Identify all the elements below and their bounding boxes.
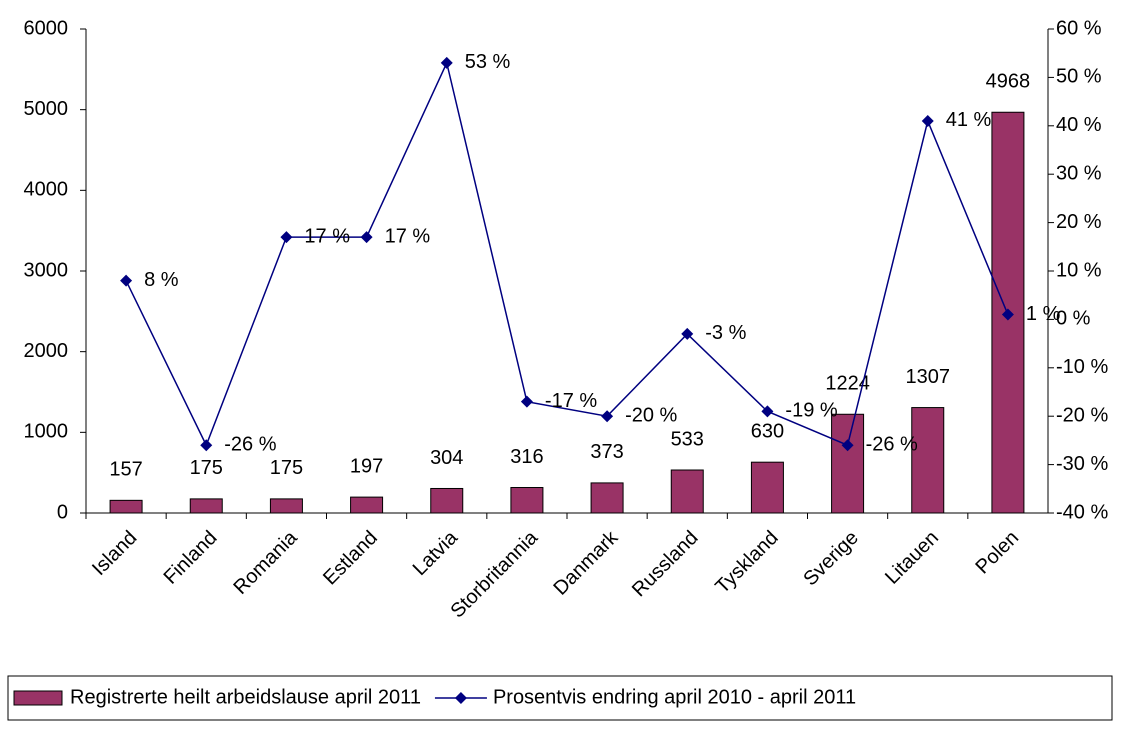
y2-tick-label: -30 % [1056,453,1108,475]
bar-value-label: 197 [350,455,383,477]
legend-box [7,675,1113,721]
line [125,60,1009,448]
bar-value-label: 316 [510,446,543,468]
line-value-label: 8 % [144,269,179,291]
line-value-label: -17 % [545,390,597,412]
bar [189,498,223,514]
line-marker [681,327,694,340]
bar [590,482,624,514]
y2-tick-label: 0 % [1056,308,1091,330]
bar-value-label: 630 [751,420,784,442]
y2-tick-label: -40 % [1056,501,1108,523]
bar [510,487,544,514]
line-value-label: -26 % [866,434,918,456]
line-value-label: -20 % [625,404,677,426]
x-tick-label: Estland [319,527,382,590]
x-tick-label: Danmark [549,526,623,600]
bar [109,499,143,514]
y2-tick-label: 30 % [1056,162,1102,184]
x-tick-label: Polen [971,527,1023,579]
bar [430,487,464,514]
bar [750,461,784,514]
bar [269,498,303,514]
legend-label: Prosentvis endring april 2010 - april 20… [493,686,856,708]
line-marker [921,114,934,127]
line-marker [601,410,614,423]
y-tick-label: 2000 [24,340,69,362]
line-value-label: -26 % [224,434,276,456]
line-value-label: -19 % [785,400,837,422]
bar-value-label: 304 [430,447,463,469]
bar [911,407,945,514]
bar-value-label: 175 [270,457,303,479]
y2-tick-label: 50 % [1056,66,1102,88]
x-tick-label: Romania [230,526,303,599]
bar-value-label: 157 [109,459,142,481]
y-tick-label: 3000 [24,259,69,281]
y-tick-label: 0 [57,501,68,523]
line-marker [280,231,293,244]
x-tick-label: Russland [628,527,703,602]
x-tick-label: Litauen [881,527,943,589]
y2-tick-label: 20 % [1056,211,1102,233]
line-marker [1001,308,1014,321]
line-value-label: 17 % [304,225,350,247]
x-tick-label: Tyskland [711,527,782,598]
y2-tick-label: 40 % [1056,114,1102,136]
y2-tick-label: -10 % [1056,356,1108,378]
line-value-label: 1 % [1026,303,1061,325]
bar-value-label: 1224 [825,373,870,395]
bar-value-label: 175 [190,457,223,479]
x-tick-label: Storbritannia [446,526,542,622]
bar-value-label: 533 [671,428,704,450]
bar [350,496,384,514]
line-marker [761,405,774,418]
line-marker [841,439,854,452]
bar-value-label: 1307 [906,366,951,388]
bar [670,469,704,514]
y-tick-label: 4000 [24,179,69,201]
x-tick-label: Sverige [799,527,863,591]
line-marker [440,56,453,69]
legend-marker [454,692,467,704]
legend-label: Registrerte heilt arbeidslause april 201… [70,686,421,708]
y-tick-label: 1000 [24,421,69,443]
legend-swatch [13,690,63,706]
line-marker [200,439,213,452]
x-tick-label: Latvia [409,526,463,580]
line-marker [360,231,373,244]
y-tick-label: 5000 [24,98,69,120]
line-marker [120,274,133,287]
y2-tick-label: 10 % [1056,259,1102,281]
line-value-label: 53 % [465,51,511,73]
line-marker [520,395,533,408]
line-value-label: 17 % [385,225,431,247]
line-value-label: -3 % [705,322,746,344]
bar-value-label: 4968 [986,71,1031,93]
y2-tick-label: 60 % [1056,17,1102,39]
x-tick-label: Finland [160,527,222,589]
bar-value-label: 373 [590,441,623,463]
x-tick-label: Island [88,527,141,580]
line-value-label: 41 % [946,109,992,131]
y-tick-label: 6000 [24,17,69,39]
bar [831,413,865,514]
y2-tick-label: -20 % [1056,404,1108,426]
